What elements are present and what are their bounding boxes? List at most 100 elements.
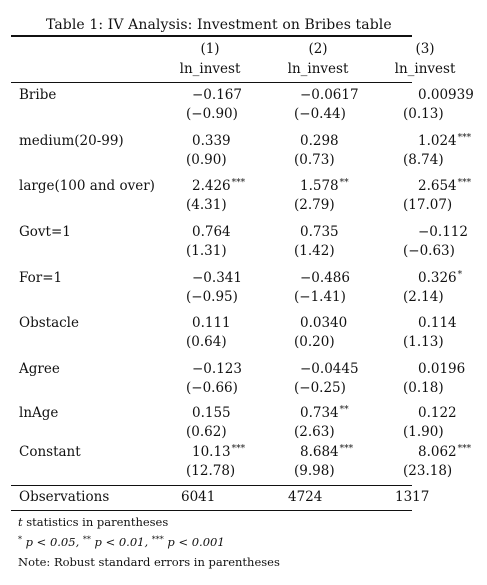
note-significance: * p < 0.05, ** p < 0.01, *** p < 0.001 [18, 535, 225, 549]
row-label: medium(20-99) [19, 133, 124, 149]
coefficient-cell: 0.155 [192, 405, 232, 421]
coefficient-value: 0.0196 [418, 361, 466, 377]
coefficient-value: 0.326 [418, 270, 457, 286]
observations-col-1: 6041 [181, 489, 216, 505]
column-2-name: ln_invest [287, 61, 349, 77]
significance-stars: * [457, 270, 463, 280]
coefficient-value: 0.00939 [418, 87, 474, 103]
note-sig-1-text: p < 0.05, [22, 535, 83, 549]
coefficient-value: −0.167 [192, 87, 242, 103]
significance-stars: ** [339, 405, 349, 415]
coefficient-value: 8.062 [418, 444, 457, 460]
coefficient-cell: 0.298 [300, 133, 340, 149]
coefficient-cell: −0.0445 [300, 361, 360, 377]
t-statistic-cell: (0.90) [186, 152, 227, 168]
note-t-text: statistics in parentheses [22, 515, 169, 529]
t-statistic-cell: (0.18) [403, 380, 444, 396]
note-robust-se: Note: Robust standard errors in parenthe… [18, 555, 280, 569]
coefficient-value: 0.114 [418, 315, 457, 331]
coefficient-cell: −0.123 [192, 361, 243, 377]
coefficient-cell: 0.0340 [300, 315, 348, 331]
coefficient-value: −0.123 [192, 361, 242, 377]
t-statistic-cell: (1.90) [403, 424, 444, 440]
t-statistic-cell: (0.13) [403, 106, 444, 122]
table-caption: Table 1: IV Analysis: Investment on Brib… [46, 17, 392, 33]
coefficient-cell: 1.578** [300, 178, 349, 194]
coefficient-value: 1.024 [418, 133, 457, 149]
column-3-name: ln_invest [394, 61, 456, 77]
observations-col-3: 1317 [395, 489, 430, 505]
coefficient-cell: −0.167 [192, 87, 243, 103]
coefficient-value: 0.122 [418, 405, 457, 421]
column-3-number: (3) [415, 41, 435, 57]
coefficient-cell: 0.326* [418, 270, 462, 286]
row-label: Constant [19, 444, 81, 460]
t-statistic-cell: (−0.25) [294, 380, 346, 396]
coefficient-value: 2.654 [418, 178, 457, 194]
coefficient-cell: 0.114 [418, 315, 458, 331]
coefficient-value: 10.13 [192, 444, 231, 460]
significance-stars: *** [231, 178, 246, 188]
coefficient-value: 0.0340 [300, 315, 348, 331]
t-statistic-cell: (−0.95) [186, 289, 238, 305]
t-statistic-cell: (17.07) [403, 197, 453, 213]
coefficient-cell: 8.684*** [300, 444, 353, 460]
significance-stars: *** [339, 444, 354, 454]
header-rule [11, 82, 412, 83]
t-statistic-cell: (−0.66) [186, 380, 238, 396]
coefficient-value: −0.112 [418, 224, 468, 240]
coefficient-cell: 0.339 [192, 133, 232, 149]
coefficient-cell: 8.062*** [418, 444, 471, 460]
row-label: large(100 and over) [19, 178, 155, 194]
row-label: For=1 [19, 270, 63, 286]
coefficient-value: 0.111 [192, 315, 231, 331]
t-statistic-cell: (8.74) [403, 152, 444, 168]
coefficient-cell: 0.00939 [418, 87, 475, 103]
significance-stars: *** [457, 444, 472, 454]
column-1-number: (1) [200, 41, 220, 57]
coefficient-cell: 10.13*** [192, 444, 245, 460]
note-sig-1-stars: * [18, 535, 22, 544]
top-rule [11, 35, 412, 37]
t-statistic-cell: (−0.44) [294, 106, 346, 122]
coefficient-cell: 2.654*** [418, 178, 471, 194]
note-sig-3-text: p < 0.001 [163, 535, 225, 549]
coefficient-cell: 0.122 [418, 405, 458, 421]
t-statistic-cell: (2.63) [294, 424, 335, 440]
t-statistic-cell: (−1.41) [294, 289, 346, 305]
row-label: lnAge [19, 405, 59, 421]
coefficient-value: −0.0617 [300, 87, 359, 103]
row-label: Bribe [19, 87, 57, 103]
coefficient-value: 0.764 [192, 224, 231, 240]
coefficient-cell: −0.0617 [300, 87, 360, 103]
note-t-statistics: t statistics in parentheses [18, 515, 168, 529]
row-label: Obstacle [19, 315, 79, 331]
coefficient-cell: 0.734** [300, 405, 349, 421]
t-statistic-cell: (0.73) [294, 152, 335, 168]
t-statistic-cell: (23.18) [403, 463, 453, 479]
coefficient-cell: −0.341 [192, 270, 243, 286]
coefficient-value: −0.486 [300, 270, 350, 286]
coefficient-value: −0.0445 [300, 361, 359, 377]
coefficient-cell: 2.426*** [192, 178, 245, 194]
coefficient-cell: 0.111 [192, 315, 232, 331]
note-sig-3-stars: *** [151, 535, 164, 544]
t-statistic-cell: (4.31) [186, 197, 227, 213]
significance-stars: *** [231, 444, 246, 454]
t-statistic-cell: (0.20) [294, 334, 335, 350]
significance-stars: *** [457, 178, 472, 188]
row-label: Agree [19, 361, 60, 377]
coefficient-value: 0.735 [300, 224, 339, 240]
note-sig-2-text: p < 0.01, [90, 535, 152, 549]
t-statistic-cell: (1.42) [294, 243, 335, 259]
coefficient-value: −0.341 [192, 270, 242, 286]
coefficient-cell: 0.735 [300, 224, 340, 240]
t-statistic-cell: (−0.63) [403, 243, 455, 259]
note-t-symbol: t [18, 515, 23, 529]
t-statistic-cell: (1.13) [403, 334, 444, 350]
column-2-number: (2) [308, 41, 328, 57]
coefficient-cell: −0.112 [418, 224, 469, 240]
t-statistic-cell: (2.79) [294, 197, 335, 213]
significance-stars: *** [457, 133, 472, 143]
